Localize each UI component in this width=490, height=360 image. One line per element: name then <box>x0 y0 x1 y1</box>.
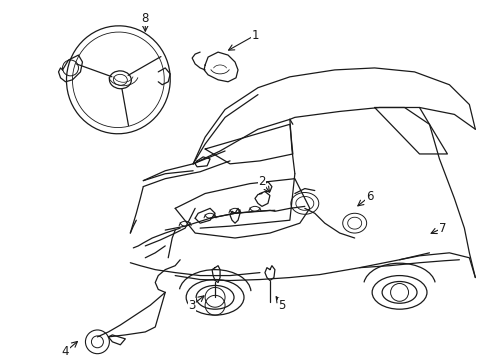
Text: 7: 7 <box>439 222 446 235</box>
Text: 1: 1 <box>251 29 259 42</box>
Text: 6: 6 <box>366 190 373 203</box>
Text: 2: 2 <box>258 175 266 188</box>
Text: 8: 8 <box>142 12 149 25</box>
Text: 3: 3 <box>189 299 196 312</box>
Text: 5: 5 <box>278 299 286 312</box>
Text: 4: 4 <box>62 345 69 358</box>
